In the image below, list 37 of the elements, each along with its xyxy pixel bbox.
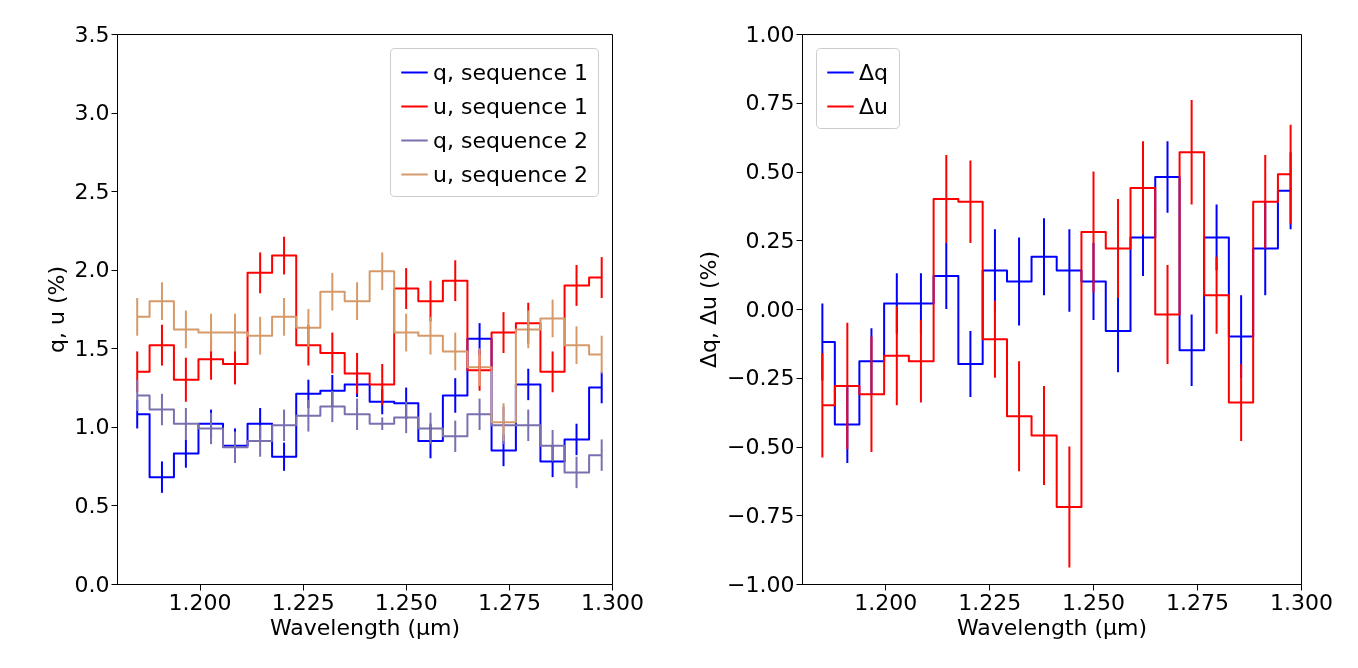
x-tick-label: 1.300: [1270, 589, 1333, 615]
y-tick-label: −1.00: [727, 571, 795, 597]
y-tick-label: 0.50: [745, 159, 795, 184]
y-tick-label: 1.5: [74, 335, 110, 361]
y-tick-label: 3.5: [74, 21, 110, 47]
legend-label: Δq: [859, 59, 889, 85]
y-tick-label: −0.75: [727, 502, 795, 528]
legend-label: q, sequence 1: [433, 59, 588, 85]
y-tick-label: −0.50: [727, 434, 795, 459]
x-tick-label: 1.275: [1166, 589, 1230, 615]
y-tick-label: 0.0: [74, 571, 110, 597]
legend-label: u, sequence 1: [433, 93, 588, 119]
legend-label: u, sequence 2: [433, 161, 588, 187]
x-tick-label: 1.250: [374, 589, 438, 615]
x-tick-label: 1.225: [271, 589, 335, 615]
y-tick-label: 0.75: [745, 90, 795, 116]
x-tick-label: 1.225: [958, 589, 1022, 615]
y-tick-label: 0.00: [745, 296, 795, 322]
y-tick-label: 3.0: [74, 100, 110, 126]
y-tick-label: 2.5: [74, 178, 110, 204]
y-tick-label: 1.0: [74, 414, 110, 440]
legend-label: Δu: [859, 93, 888, 119]
y-axis-title: q, u (%): [43, 266, 69, 353]
y-axis-title: Δq, Δu (%): [696, 250, 722, 369]
x-tick-label: 1.200: [854, 589, 918, 615]
y-tick-label: 0.25: [745, 227, 795, 253]
x-tick-label: 1.275: [477, 589, 541, 615]
x-tick-label: 1.300: [581, 589, 644, 615]
legend-label: q, sequence 2: [433, 127, 588, 153]
y-tick-label: −0.25: [727, 365, 795, 391]
y-tick-label: 2.0: [74, 257, 110, 283]
x-axis-title: Wavelength (μm): [269, 614, 461, 640]
y-tick-label: 1.00: [745, 21, 795, 47]
x-tick-label: 1.200: [168, 589, 232, 615]
x-axis-title: Wavelength (μm): [956, 614, 1148, 640]
x-tick-label: 1.250: [1062, 589, 1126, 615]
y-tick-label: 0.5: [74, 492, 110, 518]
